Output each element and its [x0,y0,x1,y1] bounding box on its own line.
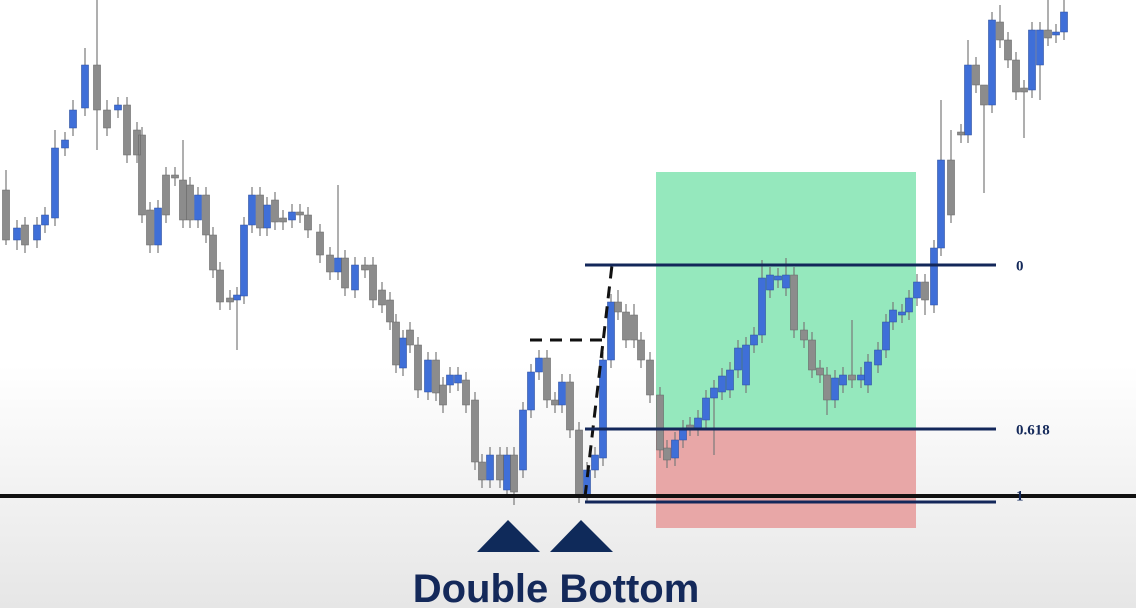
bottom-marker [550,520,613,552]
bullish-candles [13,11,1068,496]
bearish-candles [2,21,1052,496]
pattern-guides [530,264,614,498]
fib-label: 1 [1016,488,1024,504]
profit-zone [656,172,916,429]
fib-label: 0.618 [1016,422,1050,438]
bottom-marker [477,520,540,552]
pattern-title: Double Bottom [413,567,700,608]
loss-zone [656,429,916,528]
fib-lines [585,263,996,504]
fib-label: 0 [1016,258,1024,274]
